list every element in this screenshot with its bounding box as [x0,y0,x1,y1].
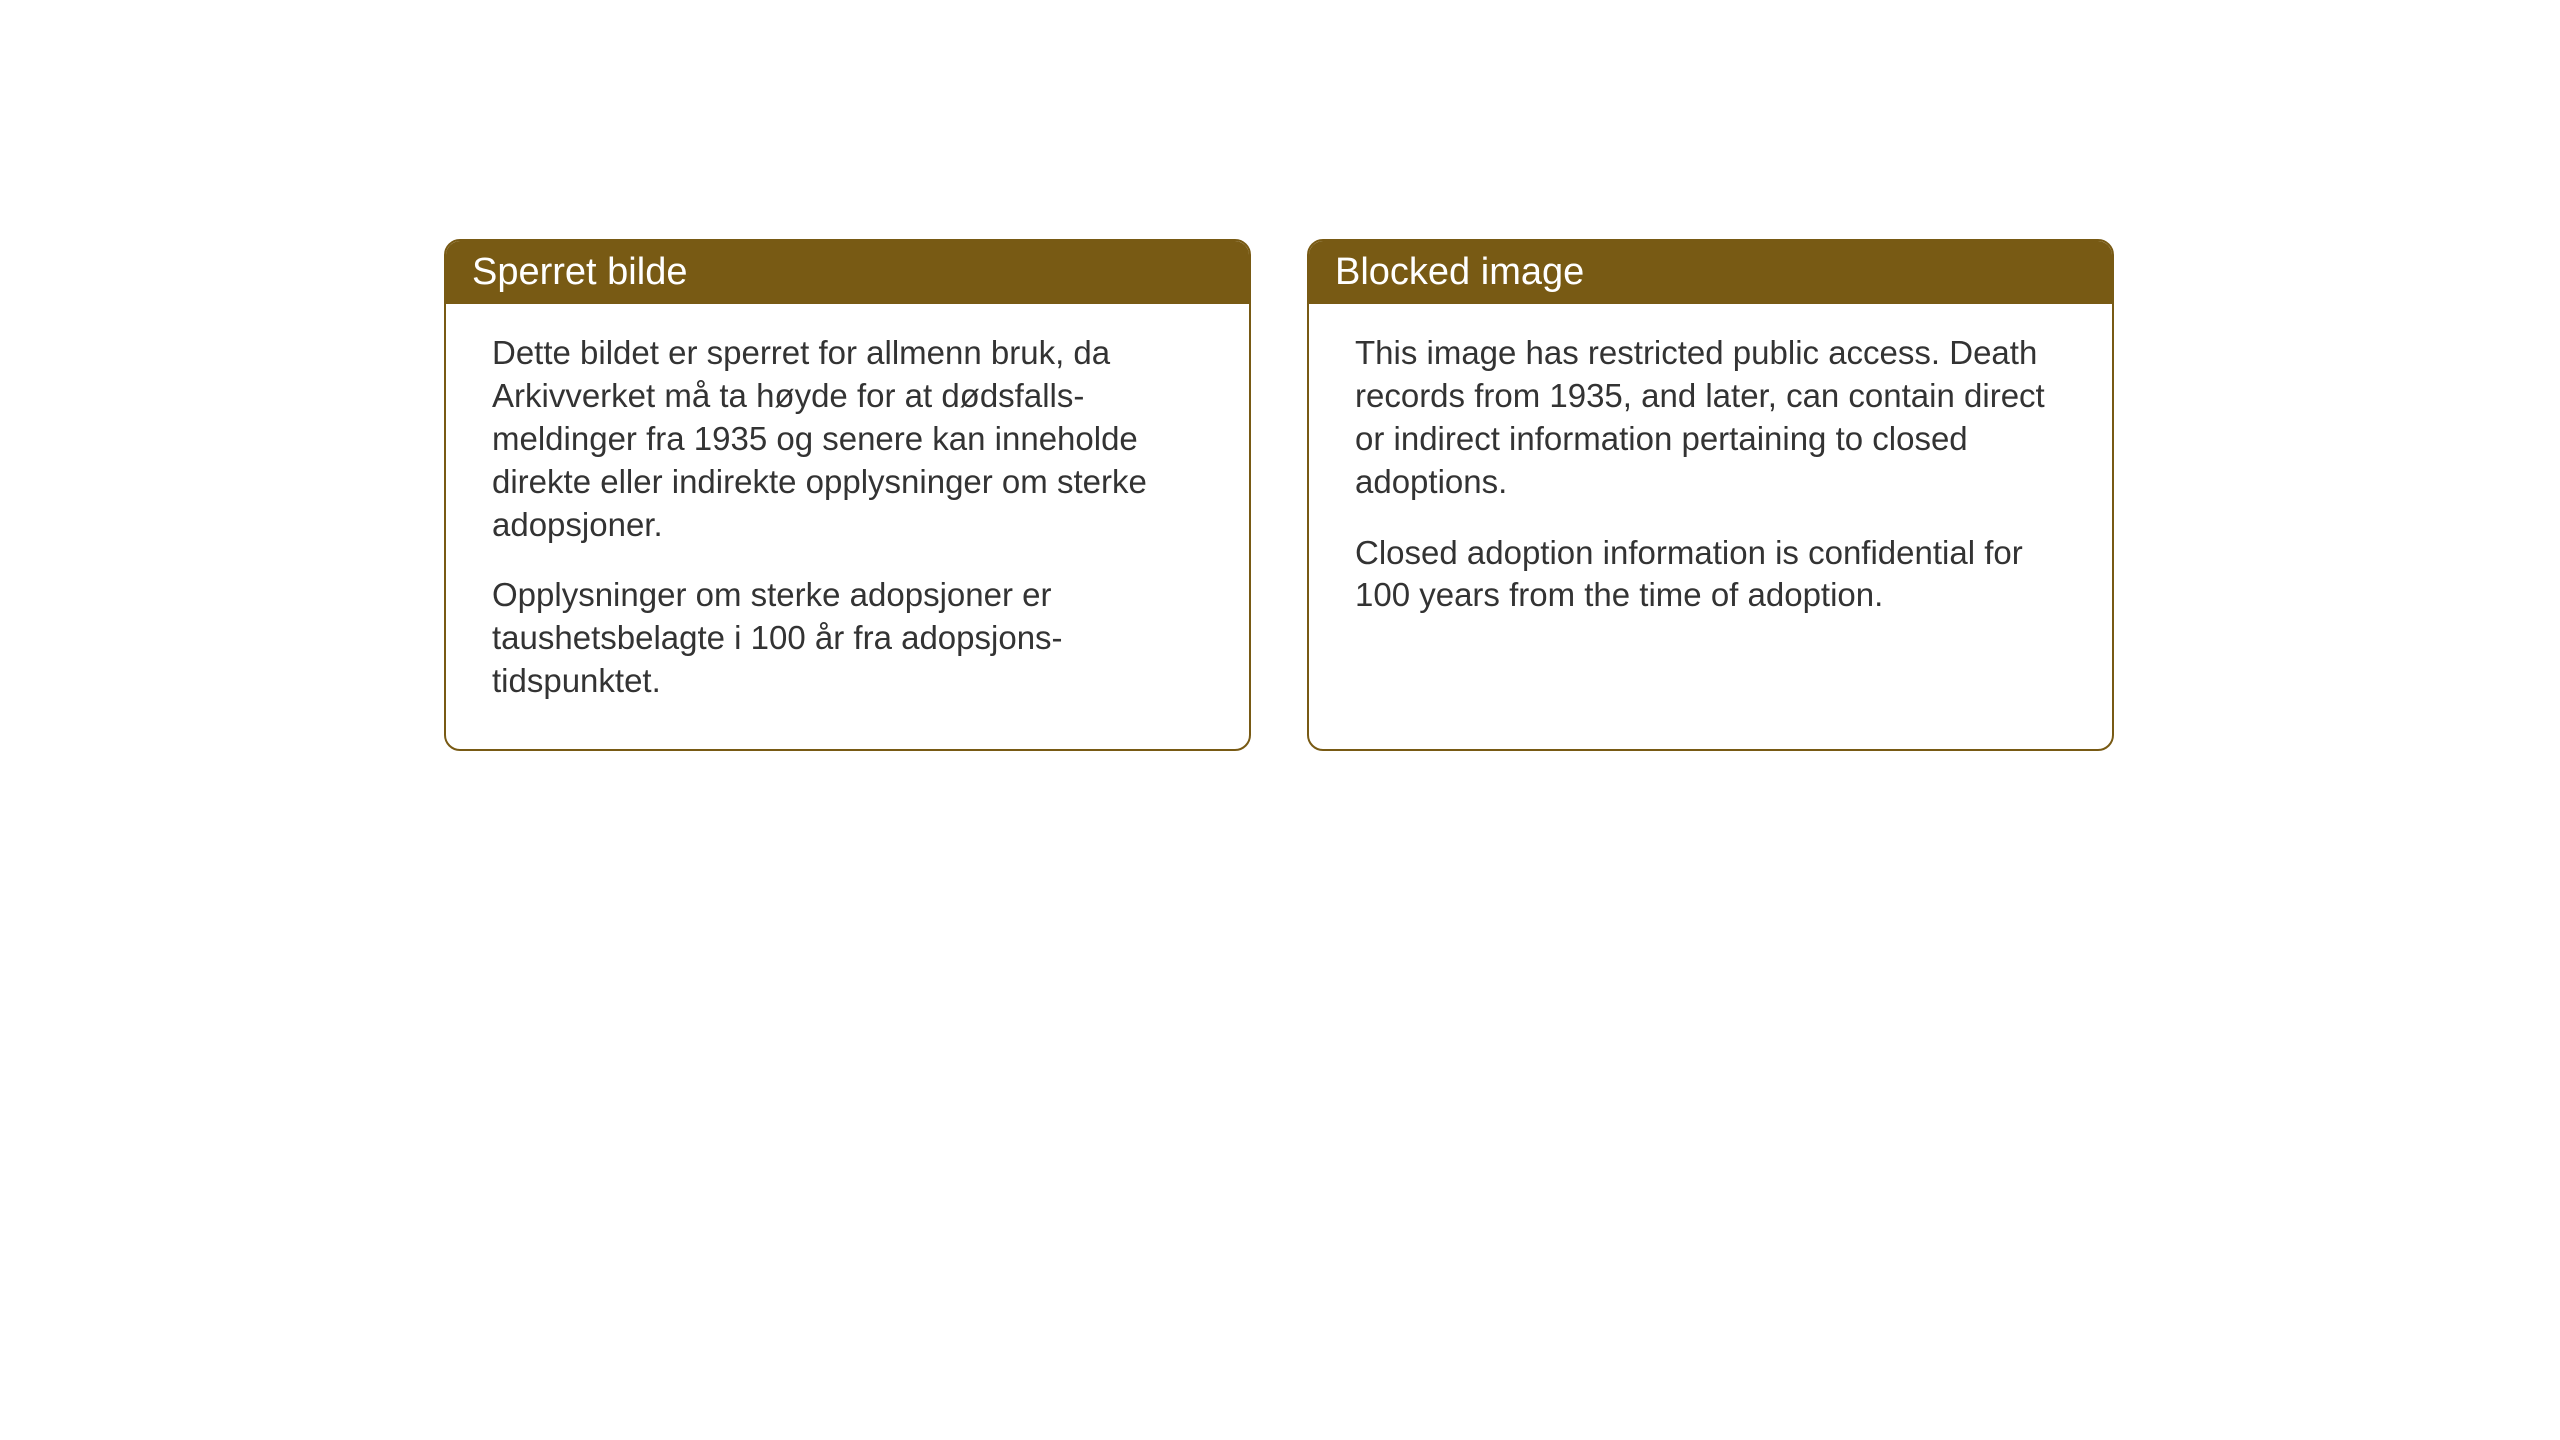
blocked-image-card-english: Blocked image This image has restricted … [1307,239,2114,751]
card-paragraph-1-norwegian: Dette bildet er sperret for allmenn bruk… [492,332,1203,546]
card-paragraph-1-english: This image has restricted public access.… [1355,332,2066,504]
card-body-norwegian: Dette bildet er sperret for allmenn bruk… [446,304,1249,741]
cards-container: Sperret bilde Dette bildet er sperret fo… [0,0,2560,751]
card-title-english: Blocked image [1335,251,1584,293]
card-title-norwegian: Sperret bilde [472,251,687,293]
card-header-english: Blocked image [1309,241,2112,304]
card-header-norwegian: Sperret bilde [446,241,1249,304]
card-body-english: This image has restricted public access.… [1309,304,2112,655]
card-paragraph-2-english: Closed adoption information is confident… [1355,532,2066,618]
card-paragraph-2-norwegian: Opplysninger om sterke adopsjoner er tau… [492,574,1203,703]
blocked-image-card-norwegian: Sperret bilde Dette bildet er sperret fo… [444,239,1251,751]
